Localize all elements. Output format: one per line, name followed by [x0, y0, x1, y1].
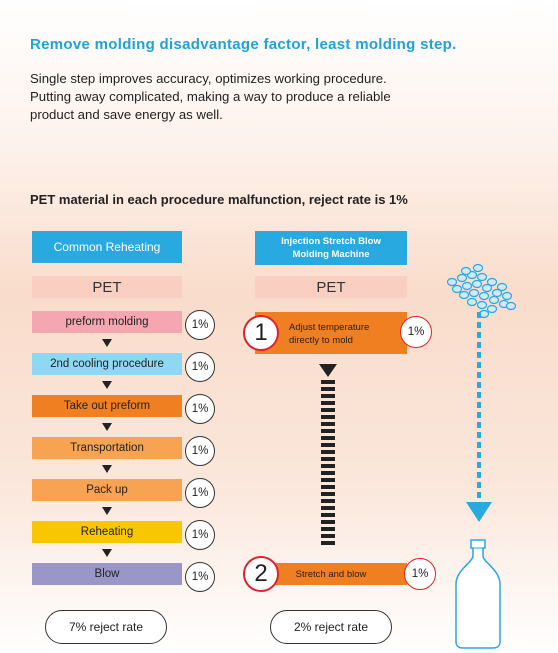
step-adjust-temperature: Adjust temperature directly to mold [255, 312, 407, 354]
step-reheating: Reheating [32, 521, 182, 543]
blue-down-arrow-icon [466, 502, 492, 522]
reject-rate-badge: 1% [185, 436, 215, 466]
intro-line: Putting away complicated, making a way t… [30, 89, 391, 104]
step-text: Adjust temperature directly to mold [289, 321, 369, 347]
step-text-line: Adjust temperature [289, 322, 370, 333]
common-reheating-header: Common Reheating [32, 231, 182, 263]
step-pack-up: Pack up [32, 479, 182, 501]
left-total-reject-rate: 7% reject rate [45, 610, 167, 644]
down-arrow-icon [102, 465, 112, 473]
blue-dashed-connector [477, 312, 481, 502]
step-number-2: 2 [243, 556, 279, 592]
intro-line: product and save energy as well. [30, 107, 223, 122]
injection-stretch-blow-header: Injection Stretch Blow Molding Machine [255, 231, 407, 265]
headline: Remove molding disadvantage factor, leas… [30, 36, 457, 53]
step-take-out-preform: Take out preform [32, 395, 182, 417]
down-arrow-icon [102, 507, 112, 515]
right-pet-label: PET [255, 276, 407, 298]
reject-rate-badge: 1% [404, 558, 436, 590]
reject-rate-badge: 1% [185, 562, 215, 592]
left-pet-label: PET [32, 276, 182, 298]
step-transportation: Transportation [32, 437, 182, 459]
step-number-1: 1 [243, 315, 279, 351]
reject-rate-badge: 1% [185, 478, 215, 508]
reject-rate-badge: 1% [400, 316, 432, 348]
pet-bottle-icon [455, 539, 501, 649]
down-arrow-icon [102, 549, 112, 557]
reject-rate-badge: 1% [185, 352, 215, 382]
header-line: Injection Stretch Blow [281, 236, 381, 247]
down-arrow-icon [319, 364, 337, 377]
section-subhead: PET material in each procedure malfuncti… [30, 192, 408, 207]
reject-rate-badge: 1% [185, 394, 215, 424]
step-preform-molding: preform molding [32, 311, 182, 333]
step-2nd-cooling: 2nd cooling procedure [32, 353, 182, 375]
down-arrow-icon [102, 423, 112, 431]
down-arrow-icon [102, 381, 112, 389]
header-line: Molding Machine [292, 249, 370, 260]
intro-line: Single step improves accuracy, optimizes… [30, 71, 387, 86]
right-total-reject-rate: 2% reject rate [270, 610, 392, 644]
step-stretch-and-blow: Stretch and blow [255, 563, 407, 585]
intro-text: Single step improves accuracy, optimizes… [30, 70, 391, 124]
down-arrow-icon [102, 339, 112, 347]
reject-rate-badge: 1% [185, 310, 215, 340]
dashed-connector [321, 380, 335, 548]
reject-rate-badge: 1% [185, 520, 215, 550]
pet-pellets-icon [446, 263, 517, 319]
step-text-line: directly to mold [289, 335, 353, 346]
step-blow: Blow [32, 563, 182, 585]
